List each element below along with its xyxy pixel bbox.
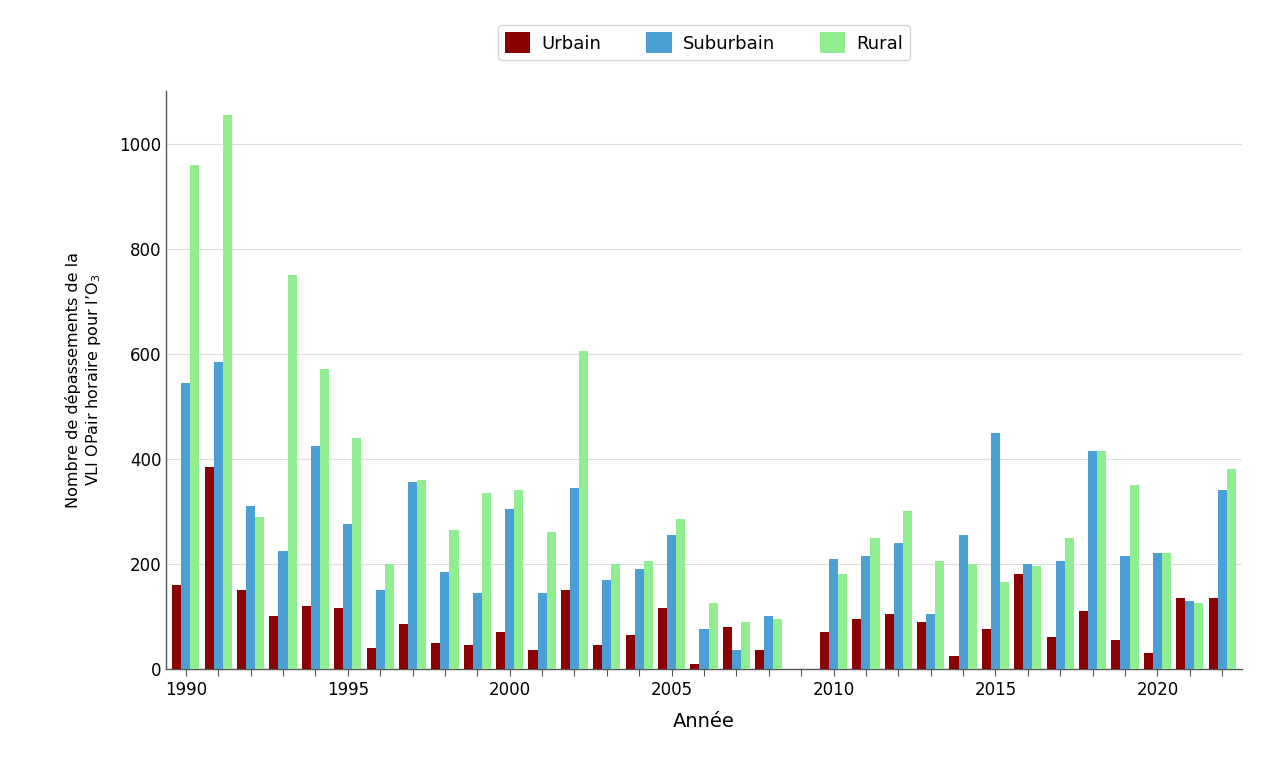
Bar bbox=[237, 590, 246, 669]
Y-axis label: Nombre de dépassements de la
VLI OPair horaire pour l’O$_{3}$: Nombre de dépassements de la VLI OPair h… bbox=[65, 252, 102, 508]
Bar bbox=[1226, 469, 1235, 669]
Bar bbox=[320, 369, 329, 669]
Bar bbox=[1217, 490, 1226, 669]
Bar bbox=[593, 645, 603, 669]
Bar bbox=[709, 603, 718, 669]
Bar bbox=[1111, 640, 1120, 669]
Bar bbox=[982, 629, 991, 669]
Bar bbox=[699, 629, 709, 669]
Bar bbox=[506, 508, 515, 669]
Bar bbox=[440, 572, 449, 669]
Bar bbox=[626, 635, 635, 669]
Bar bbox=[838, 575, 847, 669]
Bar bbox=[968, 564, 977, 669]
Bar bbox=[302, 606, 311, 669]
Bar bbox=[399, 624, 408, 669]
Bar bbox=[950, 656, 959, 669]
Bar bbox=[1088, 451, 1097, 669]
Bar bbox=[269, 616, 279, 669]
Bar bbox=[375, 590, 385, 669]
Bar bbox=[449, 530, 458, 669]
Bar bbox=[173, 584, 182, 669]
Bar bbox=[603, 580, 612, 669]
Bar bbox=[366, 648, 375, 669]
Bar bbox=[852, 619, 861, 669]
Bar bbox=[1033, 566, 1042, 669]
Bar bbox=[773, 619, 782, 669]
Bar bbox=[1023, 564, 1033, 669]
Bar bbox=[829, 559, 838, 669]
Bar bbox=[927, 613, 936, 669]
Bar bbox=[472, 593, 481, 669]
Bar bbox=[861, 556, 870, 669]
Bar bbox=[732, 651, 741, 669]
Bar bbox=[1097, 451, 1106, 669]
Bar bbox=[352, 438, 361, 669]
Bar bbox=[1144, 653, 1153, 669]
X-axis label: Année: Année bbox=[673, 712, 735, 731]
Bar bbox=[431, 642, 440, 669]
Bar bbox=[1120, 556, 1129, 669]
Bar bbox=[667, 535, 676, 669]
Bar bbox=[991, 432, 1000, 669]
Bar bbox=[1185, 600, 1194, 669]
Bar bbox=[1153, 553, 1162, 669]
Bar bbox=[214, 362, 223, 669]
Bar bbox=[884, 613, 893, 669]
Bar bbox=[658, 609, 667, 669]
Bar bbox=[755, 651, 764, 669]
Bar bbox=[676, 519, 685, 669]
Bar bbox=[191, 165, 200, 669]
Bar bbox=[570, 488, 579, 669]
Bar bbox=[481, 493, 492, 669]
Bar bbox=[1014, 575, 1023, 669]
Bar bbox=[288, 275, 297, 669]
Bar bbox=[343, 524, 352, 669]
Bar bbox=[959, 535, 968, 669]
Bar bbox=[255, 517, 264, 669]
Bar bbox=[515, 490, 524, 669]
Bar bbox=[182, 382, 191, 669]
Bar bbox=[1129, 485, 1139, 669]
Bar bbox=[223, 115, 232, 669]
Bar bbox=[538, 593, 547, 669]
Bar bbox=[497, 632, 506, 669]
Bar bbox=[246, 506, 255, 669]
Bar bbox=[635, 569, 644, 669]
Bar bbox=[1208, 598, 1217, 669]
Bar bbox=[463, 645, 472, 669]
Bar bbox=[547, 532, 556, 669]
Bar bbox=[1194, 603, 1203, 669]
Bar bbox=[764, 616, 773, 669]
Bar bbox=[1176, 598, 1185, 669]
Bar bbox=[644, 561, 653, 669]
Bar bbox=[334, 609, 343, 669]
Bar bbox=[820, 632, 829, 669]
Bar bbox=[1065, 537, 1074, 669]
Legend: Urbain, Suburbain, Rural: Urbain, Suburbain, Rural bbox=[498, 25, 910, 61]
Bar bbox=[1056, 561, 1065, 669]
Bar bbox=[902, 511, 911, 669]
Bar bbox=[417, 480, 426, 669]
Bar bbox=[385, 564, 394, 669]
Bar bbox=[1047, 638, 1056, 669]
Bar bbox=[561, 590, 570, 669]
Bar bbox=[936, 561, 945, 669]
Bar bbox=[723, 627, 732, 669]
Bar bbox=[741, 622, 750, 669]
Bar bbox=[1079, 611, 1088, 669]
Bar bbox=[279, 551, 288, 669]
Bar bbox=[612, 564, 621, 669]
Bar bbox=[893, 543, 902, 669]
Bar bbox=[690, 663, 699, 669]
Bar bbox=[870, 537, 879, 669]
Bar bbox=[1000, 582, 1009, 669]
Bar bbox=[579, 351, 588, 669]
Bar bbox=[916, 622, 927, 669]
Bar bbox=[205, 467, 214, 669]
Bar bbox=[1162, 553, 1171, 669]
Bar bbox=[311, 445, 320, 669]
Bar bbox=[408, 483, 417, 669]
Bar bbox=[529, 651, 538, 669]
